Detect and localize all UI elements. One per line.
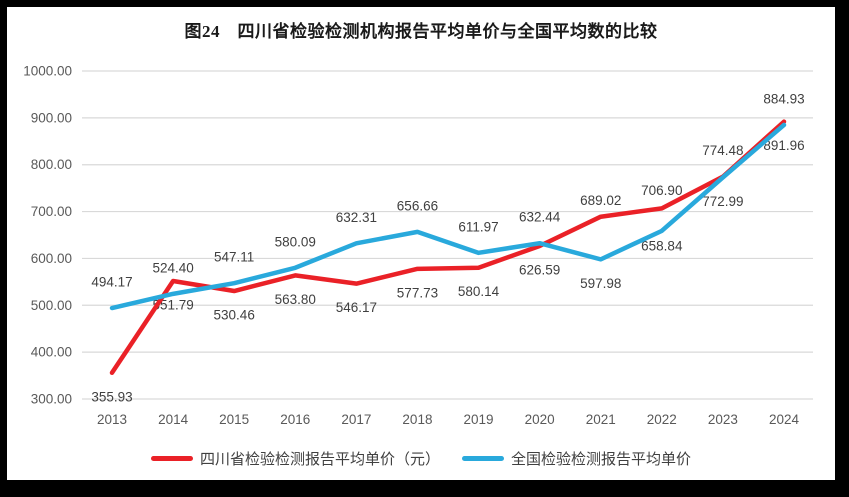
- line-chart: 300.00 400.00 500.00 600.00 700.00 800.00 900.…: [23, 64, 813, 427]
- legend-swatch-national-icon: [462, 456, 504, 461]
- data-label: 632.44: [519, 210, 561, 225]
- x-axis-tick-label: 2023: [708, 412, 738, 427]
- legend-swatch-sichuan-icon: [150, 456, 193, 461]
- data-label: 551.79: [152, 298, 193, 313]
- data-label: 689.02: [580, 193, 621, 208]
- data-label: 611.97: [458, 219, 498, 234]
- legend-label-national: 全国检验检测报告平均单价: [511, 451, 692, 468]
- x-axis-tick-label: 2019: [464, 412, 494, 427]
- y-axis-tick-label: 600.00: [31, 251, 72, 266]
- x-axis-tick-label: 2014: [158, 412, 189, 427]
- data-label: 580.09: [275, 234, 316, 249]
- legend-item-national: 全国检验检测报告平均单价: [462, 448, 691, 469]
- series-line-1: [109, 122, 787, 311]
- data-label: 563.80: [275, 292, 316, 307]
- data-label: 580.14: [458, 284, 500, 299]
- y-axis-tick-label: 700.00: [31, 204, 72, 219]
- data-label: 597.98: [580, 276, 621, 291]
- series-line-0: [109, 119, 787, 376]
- x-axis-tick-label: 2016: [280, 412, 310, 427]
- data-label: 626.59: [519, 262, 560, 277]
- x-axis-tick-label: 2021: [586, 412, 616, 427]
- y-axis-tick-label: 400.00: [31, 345, 72, 360]
- y-axis-tick-label: 900.00: [31, 110, 72, 125]
- data-label: 530.46: [214, 308, 255, 323]
- data-label: 524.40: [152, 260, 193, 275]
- legend-item-sichuan: 四川省检验检测报告平均单价（元）: [150, 448, 440, 469]
- x-axis-tick-label: 2013: [97, 412, 127, 427]
- legend-label-sichuan: 四川省检验检测报告平均单价（元）: [199, 451, 440, 468]
- y-axis-tick-label: 1000.00: [23, 64, 72, 79]
- x-axis-tick-label: 2022: [647, 412, 677, 427]
- data-label: 656.66: [397, 198, 438, 213]
- data-label: 355.93: [91, 389, 132, 404]
- y-axis-tick-label: 800.00: [31, 157, 72, 172]
- data-label: 706.90: [641, 183, 682, 198]
- y-axis-tick-label: 300.00: [31, 392, 72, 407]
- x-axis-tick-label: 2020: [525, 412, 555, 427]
- data-label: 494.17: [91, 275, 132, 290]
- data-label: 632.31: [336, 210, 377, 225]
- x-axis-tick-label: 2024: [769, 412, 800, 427]
- data-label: 546.17: [336, 300, 377, 315]
- data-label: 884.93: [763, 91, 804, 106]
- data-label: 772.99: [702, 194, 743, 209]
- chart-panel: 图24 四川省检验检测机构报告平均单价与全国平均数的比较 300.00 400.0…: [7, 7, 835, 480]
- data-label: 547.11: [214, 250, 254, 265]
- data-label: 658.84: [641, 238, 683, 253]
- x-axis-tick-label: 2018: [402, 412, 432, 427]
- y-axis-tick-label: 500.00: [31, 298, 72, 313]
- chart-title: 图24 四川省检验检测机构报告平均单价与全国平均数的比较: [184, 22, 658, 41]
- x-axis-tick-label: 2015: [219, 412, 249, 427]
- legend: 四川省检验检测报告平均单价（元） 全国检验检测报告平均单价: [7, 448, 835, 469]
- x-axis-tick-label: 2017: [341, 412, 371, 427]
- data-label: 577.73: [397, 285, 438, 300]
- data-label: 774.48: [702, 143, 743, 158]
- data-label: 891.96: [763, 138, 804, 153]
